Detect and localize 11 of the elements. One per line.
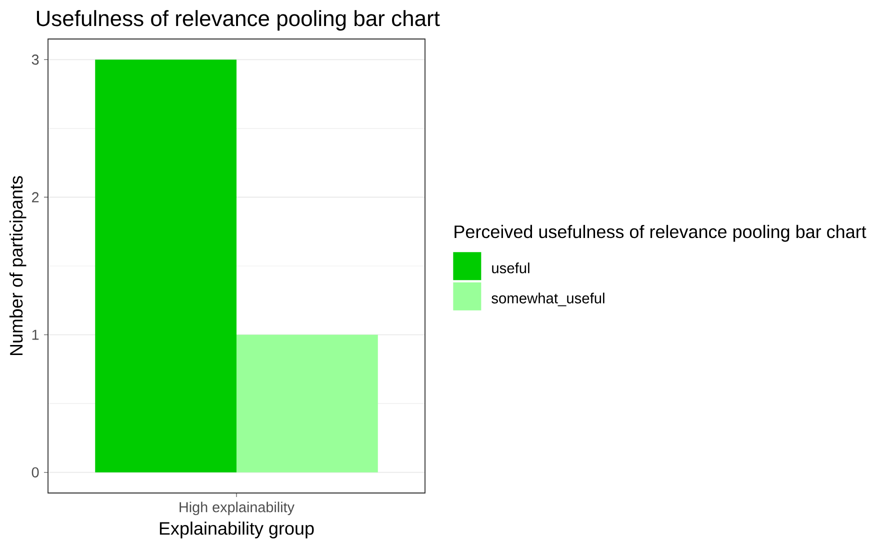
x-tick-label: High explainability xyxy=(180,502,294,516)
x-axis-title: Explainability group xyxy=(160,522,314,538)
legend-label: useful xyxy=(492,262,530,274)
legend-title: Perceived usefulness of relevance pooling bar chart xyxy=(454,224,866,242)
legend-label: somewhat_useful xyxy=(492,292,604,306)
y-axis-title: Number of participants xyxy=(9,176,26,356)
y-tick-label: 0 xyxy=(32,467,39,478)
y-tick-label: 2 xyxy=(32,192,39,202)
y-tick-label: 1 xyxy=(32,330,39,340)
y-tick-label: 3 xyxy=(32,54,39,65)
chart-title: Usefulness of relevance pooling bar chart xyxy=(36,10,440,31)
